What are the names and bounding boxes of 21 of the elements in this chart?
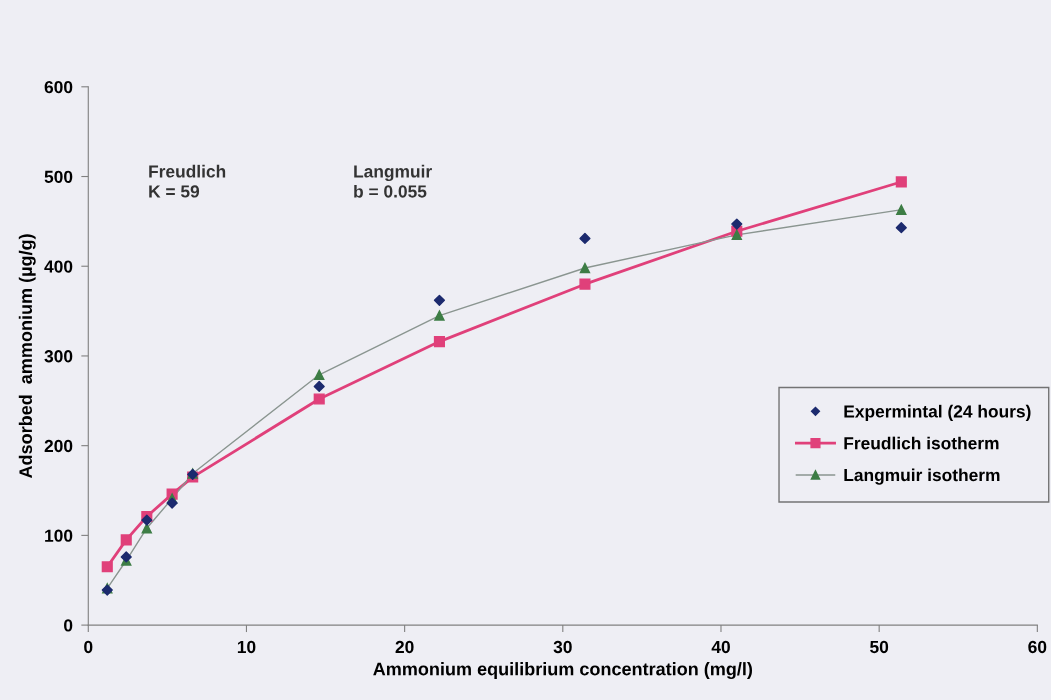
x-tick-label: 30	[553, 640, 572, 654]
y-tick-label: 200	[44, 439, 73, 453]
y-tick-label: 600	[44, 80, 73, 94]
annotation: Langmuir b = 0.055	[354, 164, 432, 198]
x-tick-label: 0	[84, 640, 93, 654]
x-tick-label: 60	[1028, 640, 1047, 654]
y-axis-title: Adsorbed ammonium (µg/g)	[18, 234, 36, 479]
y-tick-label: 0	[64, 619, 73, 632]
x-tick-label: 20	[395, 640, 414, 654]
x-axis-title: Ammonium equilibrium concentration (mg/l)	[373, 662, 753, 680]
y-tick-label: 100	[45, 529, 73, 542]
annotation: Freudlich K = 59	[149, 164, 226, 198]
legend-label: Freudlich isotherm	[844, 436, 999, 450]
y-tick-label: 500	[44, 170, 73, 183]
legend-label: Langmuir isotherm	[844, 468, 1000, 485]
x-tick-label: 50	[870, 640, 889, 654]
y-tick-label: 300	[44, 350, 73, 363]
x-tick-label: 10	[237, 640, 256, 654]
y-tick-label: 400	[44, 260, 73, 273]
legend-label: Expermintal (24 hours)	[844, 404, 1031, 422]
x-tick-label: 40	[711, 640, 730, 654]
